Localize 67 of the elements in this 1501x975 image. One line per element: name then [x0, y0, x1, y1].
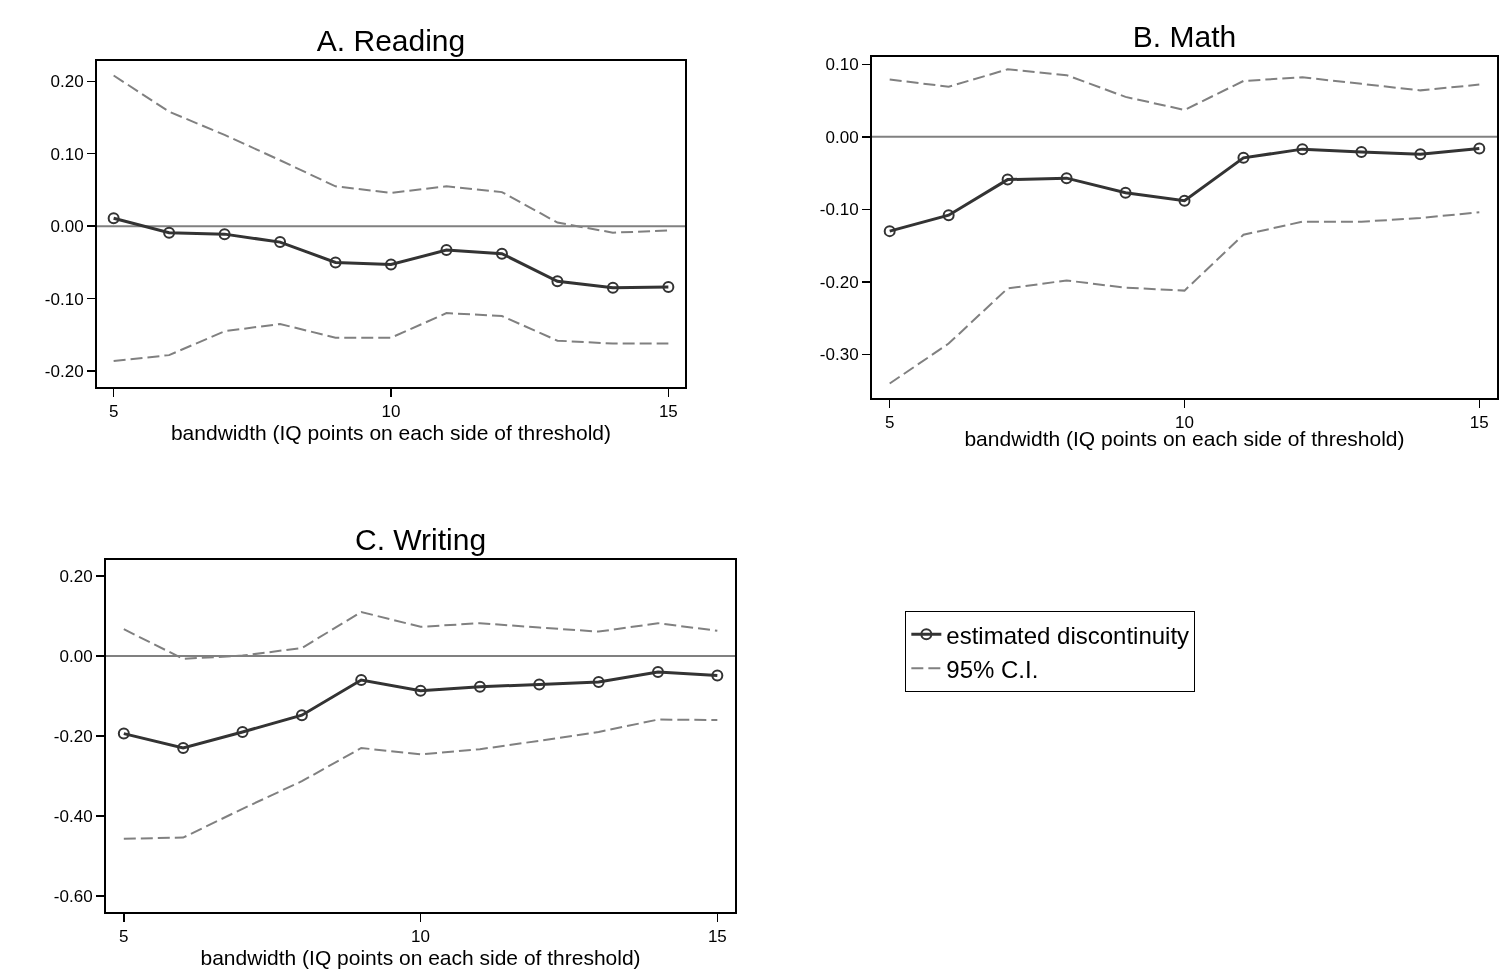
x-tick-label: 15	[658, 402, 678, 422]
point	[236, 726, 249, 738]
x-tick-label: 10	[411, 927, 431, 947]
y-tick-label: 0.00	[59, 646, 93, 666]
x-tick-label: 5	[119, 927, 129, 947]
x-tick-label: 10	[381, 402, 401, 422]
point	[551, 275, 564, 288]
y-tick-label: -0.20	[819, 272, 859, 292]
line-series	[112, 312, 670, 362]
x-axis-title: bandwidth (IQ points on each side of threshold)	[170, 421, 612, 445]
y-tick-label: 0.00	[50, 217, 84, 237]
point	[495, 247, 508, 260]
point	[1001, 173, 1014, 186]
line-series	[122, 718, 719, 840]
point	[473, 680, 486, 693]
x-axis-title: bandwidth (IQ points on each side of threshold)	[200, 946, 641, 970]
x-tick-label: 15	[707, 927, 727, 947]
point	[117, 727, 130, 740]
legend-label: 95% C.I.	[946, 655, 1039, 683]
y-tick-label: -0.10	[44, 289, 84, 309]
point	[662, 281, 675, 294]
y-tick-label: 0.00	[825, 127, 859, 147]
x-tick-label: 15	[1469, 413, 1489, 433]
point	[163, 226, 176, 239]
chart-title: B. Math	[1132, 20, 1237, 53]
y-tick-label: 0.20	[59, 566, 93, 586]
y-tick-label: -0.20	[53, 726, 93, 746]
point	[177, 742, 190, 754]
chart-title: A. Reading	[316, 24, 466, 57]
point	[295, 709, 308, 722]
y-tick-label: 0.10	[825, 55, 859, 75]
point	[592, 676, 605, 688]
x-tick-label: 5	[884, 413, 895, 433]
point	[414, 684, 427, 697]
y-tick-label: -0.60	[53, 886, 93, 906]
point	[1296, 143, 1309, 156]
y-tick-label: -0.20	[44, 362, 84, 382]
point	[329, 256, 342, 269]
point	[218, 228, 231, 241]
point	[942, 209, 955, 222]
point	[606, 281, 619, 294]
point	[1355, 146, 1368, 159]
y-tick-label: 0.20	[50, 72, 84, 92]
line-series	[888, 68, 1481, 111]
point	[107, 212, 120, 225]
x-tick-label: 5	[108, 402, 119, 422]
point	[274, 236, 287, 249]
chart-title: C. Writing	[355, 523, 487, 556]
point	[385, 258, 397, 271]
point	[1237, 151, 1250, 164]
point	[651, 666, 664, 678]
y-tick-label: -0.10	[819, 200, 859, 220]
y-tick-label: 0.10	[50, 144, 84, 164]
point	[1119, 186, 1132, 199]
point	[1060, 172, 1073, 185]
line-series	[888, 211, 1481, 385]
y-tick-label: -0.30	[819, 345, 859, 365]
point	[1414, 148, 1427, 161]
point	[1178, 194, 1191, 207]
point	[533, 678, 546, 691]
y-tick-label: -0.40	[53, 806, 93, 826]
point	[355, 674, 368, 686]
legend-label: estimated discontinuity	[946, 621, 1190, 649]
point	[883, 225, 896, 238]
point	[440, 244, 453, 257]
point	[1473, 142, 1486, 155]
point	[711, 669, 724, 682]
